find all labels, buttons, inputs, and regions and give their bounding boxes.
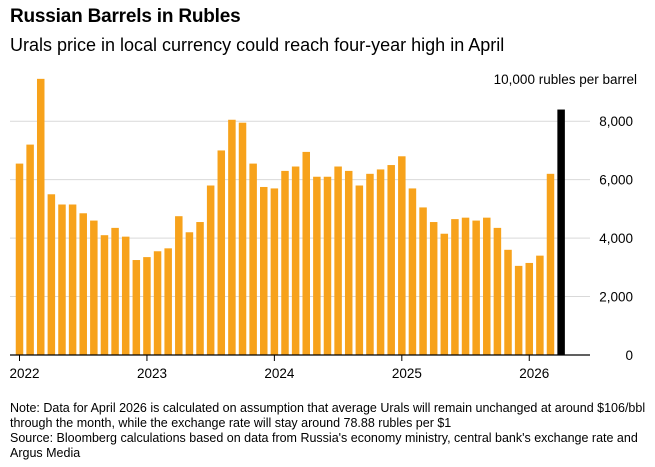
bar xyxy=(121,236,130,355)
x-tick-label: 2023 xyxy=(137,366,167,381)
bar xyxy=(546,173,555,355)
y-tick-label: 6,000 xyxy=(599,173,633,188)
bar xyxy=(68,204,77,355)
bar xyxy=(270,188,279,355)
x-tick-label: 2025 xyxy=(392,366,422,381)
bar xyxy=(472,220,480,355)
x-tick-labels: 2022 2023 2024 2025 2026 xyxy=(10,355,549,381)
bar xyxy=(143,257,151,355)
bar xyxy=(323,176,332,355)
bar xyxy=(206,185,215,355)
bar xyxy=(536,255,544,355)
bar xyxy=(79,213,87,355)
bar xyxy=(483,217,491,355)
bar xyxy=(313,176,321,355)
bar xyxy=(355,185,364,355)
bar xyxy=(36,78,45,355)
y-tick-labels: 0 2,000 4,000 6,000 8,000 xyxy=(599,114,633,363)
bar xyxy=(419,207,427,355)
bar xyxy=(153,251,162,355)
x-tick-label: 2022 xyxy=(10,366,40,381)
bar xyxy=(429,222,438,355)
bar xyxy=(58,204,66,355)
y-tick-label: 2,000 xyxy=(599,290,633,305)
bar xyxy=(47,194,56,355)
bar xyxy=(334,166,342,355)
bar xyxy=(164,248,172,355)
bar xyxy=(302,151,310,355)
bar xyxy=(408,188,417,355)
source-text: Source: Bloomberg calculations based on … xyxy=(10,431,638,460)
y-axis-unit-label: 10,000 rubles per barrel xyxy=(493,72,637,87)
bar xyxy=(228,119,236,355)
bar xyxy=(185,232,194,355)
bar xyxy=(461,217,470,355)
bar-highlight xyxy=(557,109,565,356)
bar xyxy=(366,173,374,355)
x-tick-label: 2024 xyxy=(264,366,295,381)
bar xyxy=(376,169,385,355)
bar xyxy=(525,262,534,355)
bar xyxy=(387,165,395,355)
bar xyxy=(291,166,300,355)
y-tick-label: 0 xyxy=(625,348,633,363)
bar xyxy=(100,235,109,355)
bar xyxy=(238,122,247,355)
bar xyxy=(514,265,523,355)
bar xyxy=(249,163,257,355)
bar xyxy=(260,186,268,355)
bar xyxy=(344,170,353,355)
y-tick-label: 4,000 xyxy=(599,231,633,246)
bar xyxy=(440,233,449,355)
bar xyxy=(175,216,183,355)
bar xyxy=(26,144,34,355)
note-text: Note: Data for April 2026 is calculated … xyxy=(10,401,646,430)
x-tick-label: 2026 xyxy=(519,366,549,381)
bar xyxy=(196,222,204,355)
bars xyxy=(15,78,565,356)
bar xyxy=(451,219,459,355)
bar xyxy=(504,249,512,355)
bar xyxy=(217,150,226,355)
bar xyxy=(90,220,98,355)
bar xyxy=(281,170,289,355)
chart-subtitle: Urals price in local currency could reac… xyxy=(10,35,505,55)
chart-title: Russian Barrels in Rubles xyxy=(10,6,241,27)
y-tick-label: 8,000 xyxy=(599,114,633,129)
bar xyxy=(493,227,502,355)
bar xyxy=(132,260,141,355)
bar xyxy=(111,227,119,355)
chart-footnote: Note: Data for April 2026 is calculated … xyxy=(10,401,650,461)
bar xyxy=(398,156,406,355)
bar xyxy=(15,163,24,355)
